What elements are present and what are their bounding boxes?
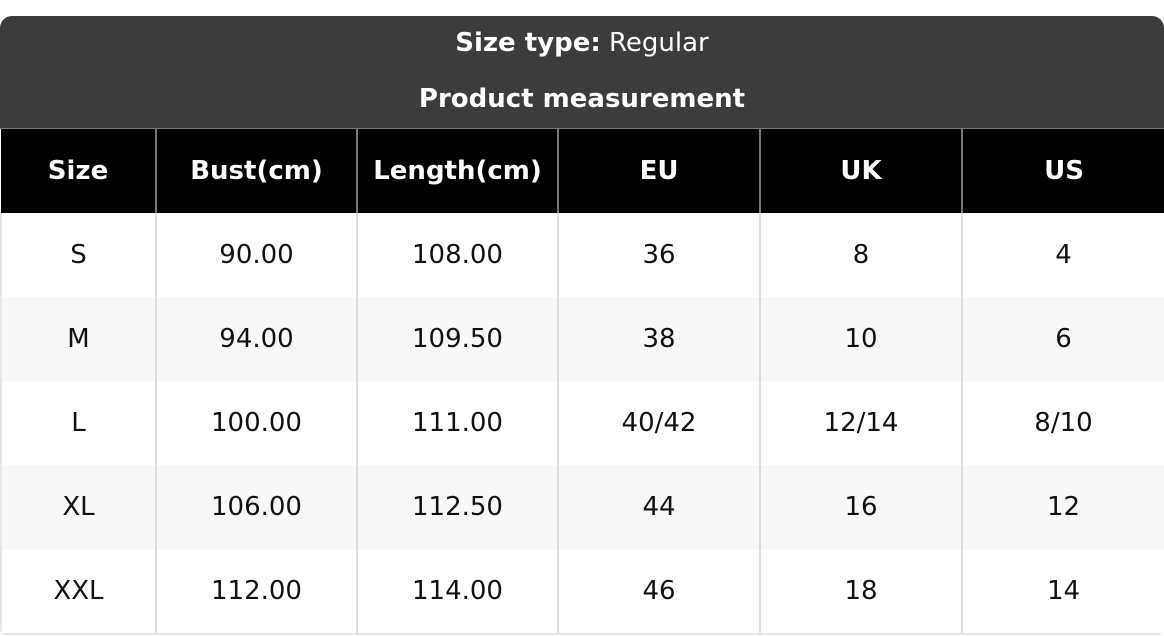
cell-us: 8/10: [961, 381, 1164, 465]
cell-length: 112.50: [356, 465, 558, 549]
cell-bust: 94.00: [155, 297, 357, 381]
cell-eu: 44: [557, 465, 760, 549]
cell-length: 108.00: [356, 213, 558, 297]
table-row: XL 106.00 112.50 44 16 12: [0, 465, 1164, 549]
size-table: Size Bust(cm) Length(cm) EU UK US S 90.00 108.0…: [0, 129, 1164, 635]
cell-size: L: [0, 381, 156, 465]
cell-size: M: [0, 297, 156, 381]
cell-size: XXL: [0, 549, 156, 635]
size-chart: Size type: Regular Product measurement S…: [0, 16, 1164, 635]
size-type-value: Regular: [609, 28, 709, 58]
product-measurement-title: Product measurement: [418, 84, 746, 114]
cell-us: 12: [961, 465, 1164, 549]
table-row: M 94.00 109.50 38 10 6: [0, 297, 1164, 381]
size-type: Size type: Regular: [0, 16, 1164, 56]
cell-us: 4: [961, 213, 1164, 297]
cell-eu: 36: [557, 213, 760, 297]
size-type-label: Size type:: [455, 28, 601, 58]
cell-eu: 46: [557, 549, 760, 635]
column-header-uk: UK: [759, 129, 962, 213]
cell-uk: 18: [759, 549, 962, 635]
cell-eu: 38: [557, 297, 760, 381]
cell-eu: 40/42: [557, 381, 760, 465]
column-header-length: Length(cm): [356, 129, 558, 213]
cell-size: S: [0, 213, 156, 297]
cell-uk: 10: [759, 297, 962, 381]
table-row: S 90.00 108.00 36 8 4: [0, 213, 1164, 297]
cell-bust: 90.00: [155, 213, 357, 297]
size-chart-caption: Size type: Regular Product measurement: [0, 16, 1164, 129]
cell-length: 109.50: [356, 297, 558, 381]
cell-bust: 106.00: [155, 465, 357, 549]
cell-bust: 112.00: [155, 549, 357, 635]
cell-us: 6: [961, 297, 1164, 381]
column-header-bust: Bust(cm): [155, 129, 357, 213]
table-row: XXL 112.00 114.00 46 18 14: [0, 549, 1164, 635]
header-row: Size Bust(cm) Length(cm) EU UK US: [1, 129, 1164, 213]
cell-uk: 16: [759, 465, 962, 549]
cell-us: 14: [961, 549, 1164, 635]
cell-uk: 8: [759, 213, 962, 297]
cell-length: 111.00: [356, 381, 558, 465]
column-header-size: Size: [1, 129, 156, 213]
cell-uk: 12/14: [759, 381, 962, 465]
column-header-eu: EU: [557, 129, 760, 213]
cell-length: 114.00: [356, 549, 558, 635]
column-header-us: US: [961, 129, 1164, 213]
cell-size: XL: [0, 465, 156, 549]
cell-bust: 100.00: [155, 381, 357, 465]
table-row: L 100.00 111.00 40/42 12/14 8/10: [0, 381, 1164, 465]
